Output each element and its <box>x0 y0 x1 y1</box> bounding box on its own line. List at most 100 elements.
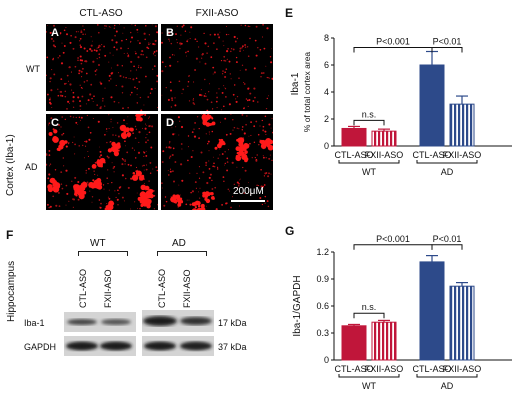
iba1-cluster-dot <box>53 129 58 134</box>
iba1-cluster-dot <box>214 146 218 150</box>
iba1-cluster-dot <box>201 114 208 121</box>
iba1-signal-dot <box>104 27 106 29</box>
iba1-signal-dot <box>177 61 179 63</box>
iba1-signal-dot <box>68 102 71 104</box>
iba1-cluster-dot <box>176 198 180 201</box>
iba1-signal-dot <box>204 93 206 95</box>
iba1-signal-dot <box>134 86 136 89</box>
iba1-signal-dot <box>224 151 226 153</box>
iba1-signal-dot <box>87 151 89 152</box>
iba1-signal-dot <box>114 34 116 37</box>
iba1-signal-dot <box>96 104 99 106</box>
iba1-cluster-dot <box>268 139 273 145</box>
iba1-signal-dot <box>163 204 166 207</box>
iba1-signal-dot <box>122 76 125 78</box>
iba1-signal-dot <box>193 135 197 138</box>
iba1-signal-dot <box>205 133 207 135</box>
iba1-signal-dot <box>70 71 72 73</box>
iba1-signal-dot <box>180 143 183 145</box>
iba1-signal-dot <box>239 178 241 180</box>
iba1-signal-dot <box>75 116 77 119</box>
band-label-iba1: Iba-1 <box>24 318 45 328</box>
iba1-signal-dot <box>66 108 68 110</box>
iba1-signal-dot <box>199 187 201 189</box>
iba1-signal-dot <box>62 51 65 54</box>
iba1-signal-dot <box>136 192 138 194</box>
iba1-signal-dot <box>216 107 218 109</box>
iba1-cluster-dot <box>204 193 209 199</box>
iba1-signal-dot <box>49 80 51 83</box>
iba1-signal-dot <box>138 42 141 45</box>
iba1-signal-dot <box>112 54 114 56</box>
iba1-signal-dot <box>100 202 102 205</box>
iba1-signal-dot <box>178 80 181 83</box>
iba1-signal-dot <box>143 32 146 35</box>
group-bracket-1 <box>338 374 400 378</box>
iba1-signal-dot <box>220 109 223 111</box>
iba1-signal-dot <box>169 64 172 67</box>
iba1-signal-dot <box>82 33 84 36</box>
iba1-signal-dot <box>270 127 272 129</box>
iba1-cluster-dot <box>91 184 96 189</box>
iba1-signal-dot <box>196 40 198 43</box>
iba1-signal-dot <box>170 106 173 108</box>
iba1-signal-dot <box>71 89 73 91</box>
iba1-signal-dot <box>79 100 81 103</box>
iba1-cluster-dot <box>49 177 56 184</box>
iba1-signal-dot <box>57 88 59 90</box>
iba1-signal-dot <box>212 156 214 158</box>
iba1-signal-dot <box>130 40 132 43</box>
iba1-signal-dot <box>168 38 170 40</box>
iba1-signal-dot <box>49 31 52 34</box>
iba1-signal-dot <box>138 64 140 66</box>
iba1-signal-dot <box>268 95 270 97</box>
iba1-signal-dot <box>136 28 139 31</box>
iba1-signal-dot <box>239 179 241 181</box>
iba1-signal-dot <box>153 51 156 53</box>
iba1-signal-dot <box>243 107 245 110</box>
iba1-signal-dot <box>79 44 81 46</box>
iba1-signal-dot <box>181 25 184 28</box>
iba1-signal-dot <box>98 146 100 148</box>
iba1-signal-dot <box>169 40 170 42</box>
iba1-signal-dot <box>262 129 265 132</box>
iba1-cluster-dot <box>93 164 97 168</box>
iba1-signal-dot <box>58 205 61 207</box>
iba1-signal-dot <box>155 50 158 52</box>
iba1-signal-dot <box>137 66 140 68</box>
iba1-cluster-dot <box>96 178 102 183</box>
iba1-signal-dot <box>161 187 163 189</box>
iba1-signal-dot <box>107 196 109 198</box>
micrograph-texture <box>161 114 273 210</box>
iba1-signal-dot <box>132 132 134 134</box>
iba1-signal-dot <box>85 169 88 172</box>
iba1-signal-dot <box>171 127 173 129</box>
iba1-cluster-dot <box>76 187 80 192</box>
iba1-signal-dot <box>181 179 184 182</box>
iba1-signal-dot <box>53 73 56 76</box>
iba1-signal-dot <box>108 197 111 200</box>
iba1-signal-dot <box>164 196 167 198</box>
iba1-signal-dot <box>65 184 68 187</box>
iba1-signal-dot <box>179 120 181 122</box>
iba1-signal-dot <box>254 157 256 159</box>
iba1-signal-dot <box>82 25 84 27</box>
iba1-signal-dot <box>48 122 51 125</box>
iba1-signal-dot <box>241 129 243 131</box>
iba1-signal-dot <box>72 116 75 118</box>
x-tick-label-3: CTL-ASO <box>412 364 451 374</box>
iba1-cluster-dot <box>113 143 117 148</box>
iba1-signal-dot <box>130 41 132 43</box>
iba1-signal-dot <box>108 61 110 63</box>
iba1-signal-dot <box>213 165 215 167</box>
iba1-signal-dot <box>112 127 114 129</box>
micrograph-b: B <box>161 24 273 111</box>
iba1-signal-dot <box>187 50 189 53</box>
iba1-signal-dot <box>198 166 200 168</box>
iba1-signal-dot <box>92 60 95 63</box>
iba1-signal-dot <box>121 174 124 177</box>
iba1-signal-dot <box>267 205 270 208</box>
iba1-signal-dot <box>149 172 152 174</box>
iba1-signal-dot <box>108 114 110 116</box>
iba1-signal-dot <box>169 141 171 143</box>
